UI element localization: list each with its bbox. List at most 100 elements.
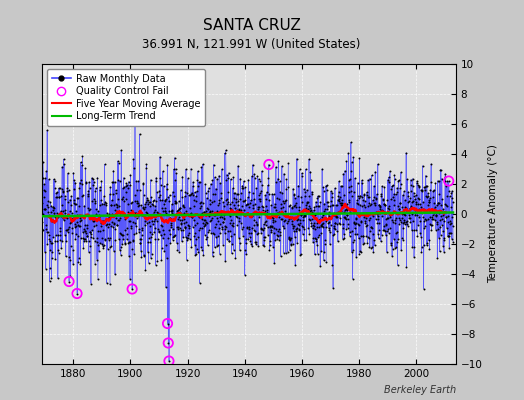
Point xyxy=(190,233,199,240)
Point xyxy=(371,200,379,206)
Point xyxy=(232,196,241,202)
Point xyxy=(97,241,106,248)
Point xyxy=(361,191,369,197)
Point xyxy=(320,257,328,264)
Point xyxy=(227,206,236,212)
Point xyxy=(445,188,453,194)
Point xyxy=(64,226,72,232)
Point xyxy=(210,212,219,218)
Point xyxy=(154,236,162,242)
Point xyxy=(236,240,244,246)
Point xyxy=(48,218,56,224)
Point xyxy=(261,219,269,225)
Point xyxy=(189,183,197,190)
Point xyxy=(347,188,355,194)
Point xyxy=(148,211,157,217)
Point xyxy=(234,234,243,241)
Point xyxy=(285,234,293,241)
Point xyxy=(217,190,225,197)
Point xyxy=(117,147,125,154)
Point xyxy=(310,220,319,226)
Point xyxy=(400,210,408,217)
Point xyxy=(106,202,115,208)
Point xyxy=(449,198,457,205)
Point xyxy=(198,210,206,216)
Point xyxy=(294,182,302,189)
Point xyxy=(215,172,223,179)
Point xyxy=(190,242,199,248)
Point xyxy=(115,203,124,210)
Point xyxy=(192,250,200,257)
Point xyxy=(355,195,363,201)
Point xyxy=(251,239,259,245)
Point xyxy=(279,198,287,204)
Point xyxy=(119,236,127,242)
Point xyxy=(420,184,429,190)
Point xyxy=(58,238,67,244)
Point xyxy=(409,193,418,199)
Point xyxy=(117,231,126,238)
Point xyxy=(278,223,287,230)
Point xyxy=(238,198,247,204)
Point xyxy=(273,210,281,217)
Point xyxy=(210,162,218,168)
Point xyxy=(286,236,294,243)
Point xyxy=(54,247,62,253)
Point xyxy=(221,258,230,264)
Point xyxy=(158,197,166,204)
Point xyxy=(152,178,160,184)
Point xyxy=(140,253,148,259)
Point xyxy=(94,214,103,220)
Point xyxy=(84,249,93,255)
Point xyxy=(157,222,166,228)
Point xyxy=(38,226,47,233)
Point xyxy=(156,197,165,204)
Point xyxy=(435,248,444,255)
Point xyxy=(222,176,230,183)
Point xyxy=(157,181,165,188)
Point xyxy=(271,237,280,243)
Point xyxy=(141,200,149,207)
Point xyxy=(306,205,314,212)
Point xyxy=(169,226,177,232)
Point xyxy=(216,208,225,215)
Point xyxy=(126,172,135,178)
Point xyxy=(297,212,305,218)
Point xyxy=(161,208,170,214)
Point xyxy=(387,240,395,246)
Point xyxy=(330,212,339,219)
Point xyxy=(293,225,301,231)
Point xyxy=(420,223,429,230)
Point xyxy=(225,211,233,218)
Point xyxy=(305,156,313,163)
Point xyxy=(97,218,106,224)
Point xyxy=(71,236,80,242)
Point xyxy=(122,180,130,187)
Point xyxy=(275,214,283,220)
Point xyxy=(137,254,146,260)
Point xyxy=(177,187,185,193)
Point xyxy=(248,243,256,250)
Point xyxy=(362,214,370,221)
Point xyxy=(204,210,213,216)
Point xyxy=(51,194,60,200)
Point xyxy=(113,204,121,210)
Point xyxy=(353,200,361,206)
Point xyxy=(73,290,81,297)
Point xyxy=(302,202,310,208)
Point xyxy=(90,218,98,224)
Point xyxy=(127,224,135,231)
Point xyxy=(311,235,319,242)
Point xyxy=(191,236,200,242)
Point xyxy=(206,208,214,215)
Point xyxy=(184,235,192,241)
Point xyxy=(396,200,404,206)
Point xyxy=(155,188,163,194)
Point xyxy=(372,196,380,202)
Point xyxy=(225,238,234,244)
Point xyxy=(79,229,87,236)
Point xyxy=(276,178,284,185)
Point xyxy=(277,253,285,260)
Point xyxy=(340,208,348,215)
Point xyxy=(330,210,338,216)
